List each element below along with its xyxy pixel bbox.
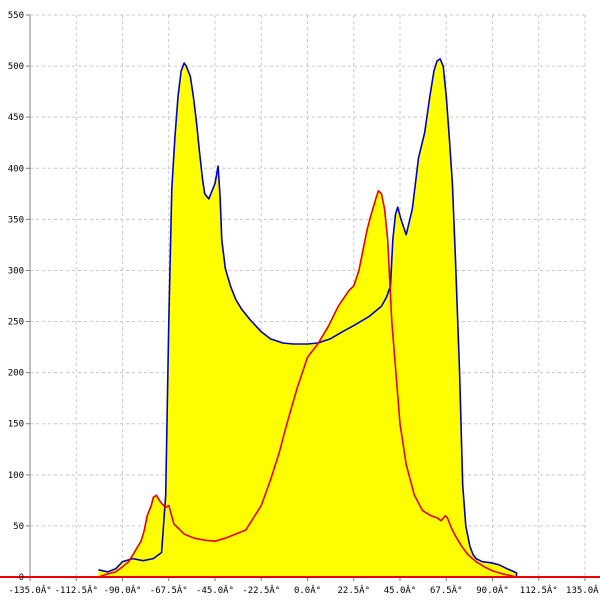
x-tick-label: 90.0Â° (476, 584, 509, 596)
series-1-line (98, 58, 518, 577)
tick-labels: -135.0Â° -112.5Â° -90.0Â° -67.5Â° -45.0Â° -22… (8, 11, 600, 596)
y-tick-label: 300 (8, 266, 24, 276)
x-tick-label: -67.5Â° (150, 584, 188, 596)
x-tick-label: -135.0Â° (8, 584, 51, 596)
x-tick-label: 22.5Â° (337, 584, 370, 596)
y-tick-label: 200 (8, 369, 24, 379)
x-tick-label: 45.0Â° (384, 584, 417, 596)
y-tick-label: 250 (8, 318, 24, 328)
x-tick-label: -112.5Â° (55, 584, 98, 596)
y-tick-label: 350 (8, 215, 24, 225)
x-tick-label: 0.0Â° (294, 584, 321, 596)
x-tick-label: -45.0Â° (196, 584, 234, 596)
y-tick-label: 150 (8, 420, 24, 430)
x-tick-label: -90.0Â° (104, 584, 142, 596)
y-tick-label: 0 (19, 573, 24, 583)
x-tick-label: 135.0Â° (566, 584, 600, 596)
y-tick-label: 100 (8, 471, 24, 481)
y-tick-label: 50 (13, 522, 24, 532)
series-lines (0, 58, 600, 578)
x-tick-label: 67.5Â° (430, 584, 463, 596)
y-tick-label: 450 (8, 113, 24, 123)
y-tick-label: 400 (8, 164, 24, 174)
x-tick-label: -22.5Â° (242, 584, 280, 596)
y-tick-label: 500 (8, 62, 24, 72)
series-1-area (98, 58, 517, 577)
series-2-line (98, 190, 517, 578)
x-tick-label: 112.5Â° (520, 584, 558, 596)
series-2-area (98, 190, 517, 578)
area-fill (98, 58, 517, 578)
y-tick-label: 550 (8, 11, 24, 21)
